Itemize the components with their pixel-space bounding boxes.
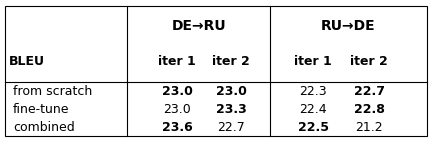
Text: 22.3: 22.3 — [299, 85, 327, 98]
Text: RU→DE: RU→DE — [321, 19, 376, 33]
Text: iter 2: iter 2 — [212, 55, 250, 68]
Text: 22.7: 22.7 — [354, 85, 385, 98]
Text: 22.4: 22.4 — [299, 103, 327, 116]
Text: 21.2: 21.2 — [356, 121, 383, 134]
Text: 22.5: 22.5 — [298, 121, 329, 134]
Text: 23.0: 23.0 — [216, 85, 247, 98]
Text: 22.7: 22.7 — [217, 121, 245, 134]
Text: 23.6: 23.6 — [162, 121, 193, 134]
Text: 23.3: 23.3 — [216, 103, 247, 116]
Text: 22.8: 22.8 — [354, 103, 385, 116]
Text: 23.0: 23.0 — [163, 103, 191, 116]
Text: fine-tune: fine-tune — [13, 103, 70, 116]
Text: DE→RU: DE→RU — [172, 19, 226, 33]
Text: 23.0: 23.0 — [162, 85, 193, 98]
Text: iter 1: iter 1 — [158, 55, 196, 68]
Text: iter 2: iter 2 — [350, 55, 388, 68]
Text: combined: combined — [13, 121, 75, 134]
Text: from scratch: from scratch — [13, 85, 92, 98]
Text: iter 1: iter 1 — [294, 55, 332, 68]
Text: BLEU: BLEU — [9, 55, 44, 68]
